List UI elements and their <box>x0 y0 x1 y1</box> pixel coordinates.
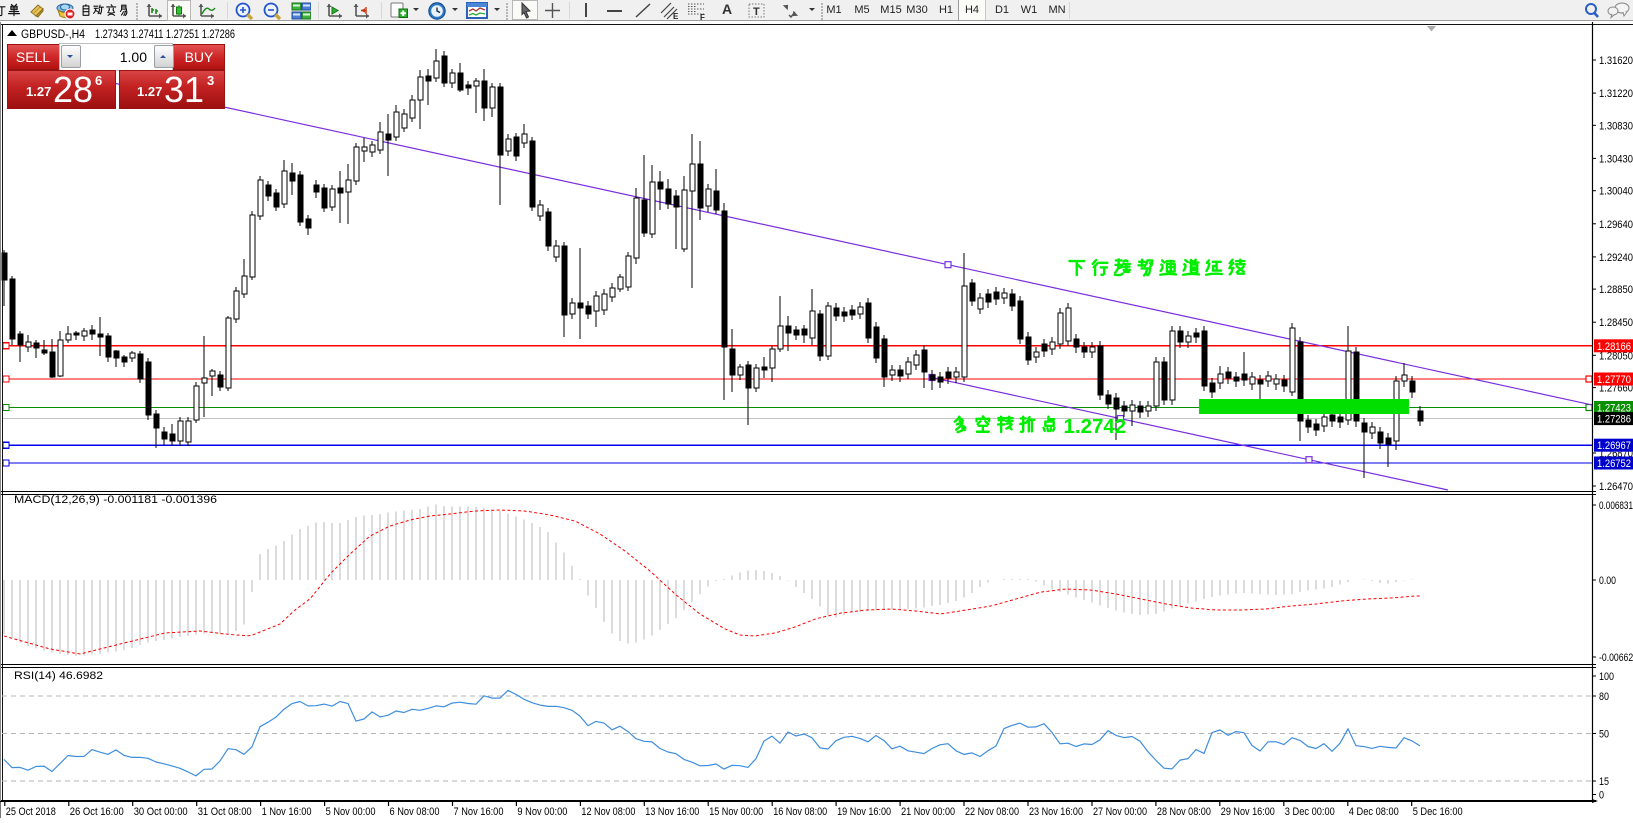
svg-text:19 Nov 16:00: 19 Nov 16:00 <box>837 806 891 818</box>
svg-text:1.27286: 1.27286 <box>1597 414 1631 426</box>
svg-text:1.28050: 1.28050 <box>1599 350 1633 362</box>
svg-text:80: 80 <box>1599 691 1609 703</box>
svg-text:12 Nov 08:00: 12 Nov 08:00 <box>581 806 635 818</box>
svg-text:23 Nov 16:00: 23 Nov 16:00 <box>1029 806 1083 818</box>
svg-text:6 Nov 08:00: 6 Nov 08:00 <box>390 806 440 818</box>
svg-text:27 Nov 00:00: 27 Nov 00:00 <box>1093 806 1147 818</box>
svg-text:1.27770: 1.27770 <box>1597 374 1631 386</box>
svg-text:28 Nov 08:00: 28 Nov 08:00 <box>1157 806 1211 818</box>
svg-text:E: E <box>673 12 679 21</box>
svg-text:29 Nov 16:00: 29 Nov 16:00 <box>1221 806 1275 818</box>
svg-text:1.2742: 1.2742 <box>1064 415 1127 438</box>
svg-text:1.28166: 1.28166 <box>1597 341 1631 353</box>
svg-text:5 Dec 16:00: 5 Dec 16:00 <box>1413 806 1463 818</box>
svg-text:1 Nov 16:00: 1 Nov 16:00 <box>262 806 312 818</box>
svg-text:1.30040: 1.30040 <box>1599 186 1633 198</box>
svg-text:9 Nov 00:00: 9 Nov 00:00 <box>517 806 567 818</box>
svg-text:26 Oct 16:00: 26 Oct 16:00 <box>70 806 124 818</box>
svg-text:7 Nov 16:00: 7 Nov 16:00 <box>454 806 504 818</box>
svg-text:31 Oct 08:00: 31 Oct 08:00 <box>198 806 252 818</box>
svg-text:1.30430: 1.30430 <box>1599 153 1633 165</box>
svg-text:RSI(14) 46.6982: RSI(14) 46.6982 <box>14 670 103 682</box>
svg-text:-0.006624: -0.006624 <box>1599 652 1633 664</box>
svg-text:25 Oct 2018: 25 Oct 2018 <box>6 806 56 818</box>
svg-text:1.28450: 1.28450 <box>1599 317 1633 329</box>
svg-text:1.26752: 1.26752 <box>1597 458 1631 470</box>
svg-text:100: 100 <box>1599 671 1614 683</box>
svg-text:30 Oct 00:00: 30 Oct 00:00 <box>134 806 188 818</box>
svg-text:4 Dec 08:00: 4 Dec 08:00 <box>1349 806 1399 818</box>
svg-text:1.29240: 1.29240 <box>1599 252 1633 264</box>
svg-text:1.27423: 1.27423 <box>1597 403 1631 415</box>
svg-text:1.27660: 1.27660 <box>1599 383 1633 395</box>
svg-text:3 Dec 00:00: 3 Dec 00:00 <box>1285 806 1335 818</box>
svg-text:50: 50 <box>1599 729 1609 741</box>
svg-text:15: 15 <box>1599 776 1609 788</box>
svg-text:T: T <box>753 6 760 18</box>
svg-text:1.27343 1.27411 1.27251 1.2728: 1.27343 1.27411 1.27251 1.27286 <box>95 29 235 41</box>
svg-text:1.26470: 1.26470 <box>1599 481 1633 493</box>
svg-text:F: F <box>700 13 705 21</box>
svg-text:0: 0 <box>1599 790 1604 802</box>
svg-text:15 Nov 00:00: 15 Nov 00:00 <box>709 806 763 818</box>
svg-text:1.28850: 1.28850 <box>1599 284 1633 296</box>
svg-text:1.31620: 1.31620 <box>1599 55 1633 67</box>
svg-text:5 Nov 00:00: 5 Nov 00:00 <box>326 806 376 818</box>
svg-text:0.006831: 0.006831 <box>1599 500 1633 512</box>
svg-text:16 Nov 08:00: 16 Nov 08:00 <box>773 806 827 818</box>
svg-text:GBPUSD-,H4: GBPUSD-,H4 <box>21 29 86 41</box>
svg-text:1.26967: 1.26967 <box>1597 440 1631 452</box>
svg-text:1.31220: 1.31220 <box>1599 88 1633 100</box>
svg-text:0.00: 0.00 <box>1599 575 1616 587</box>
svg-text:22 Nov 08:00: 22 Nov 08:00 <box>965 806 1019 818</box>
svg-text:21 Nov 00:00: 21 Nov 00:00 <box>901 806 955 818</box>
svg-text:1.29640: 1.29640 <box>1599 219 1633 231</box>
svg-text:MACD(12,26,9) -0.001181 -0.001: MACD(12,26,9) -0.001181 -0.001396 <box>14 494 217 506</box>
svg-text:13 Nov 16:00: 13 Nov 16:00 <box>645 806 699 818</box>
svg-text:1.30830: 1.30830 <box>1599 120 1633 132</box>
